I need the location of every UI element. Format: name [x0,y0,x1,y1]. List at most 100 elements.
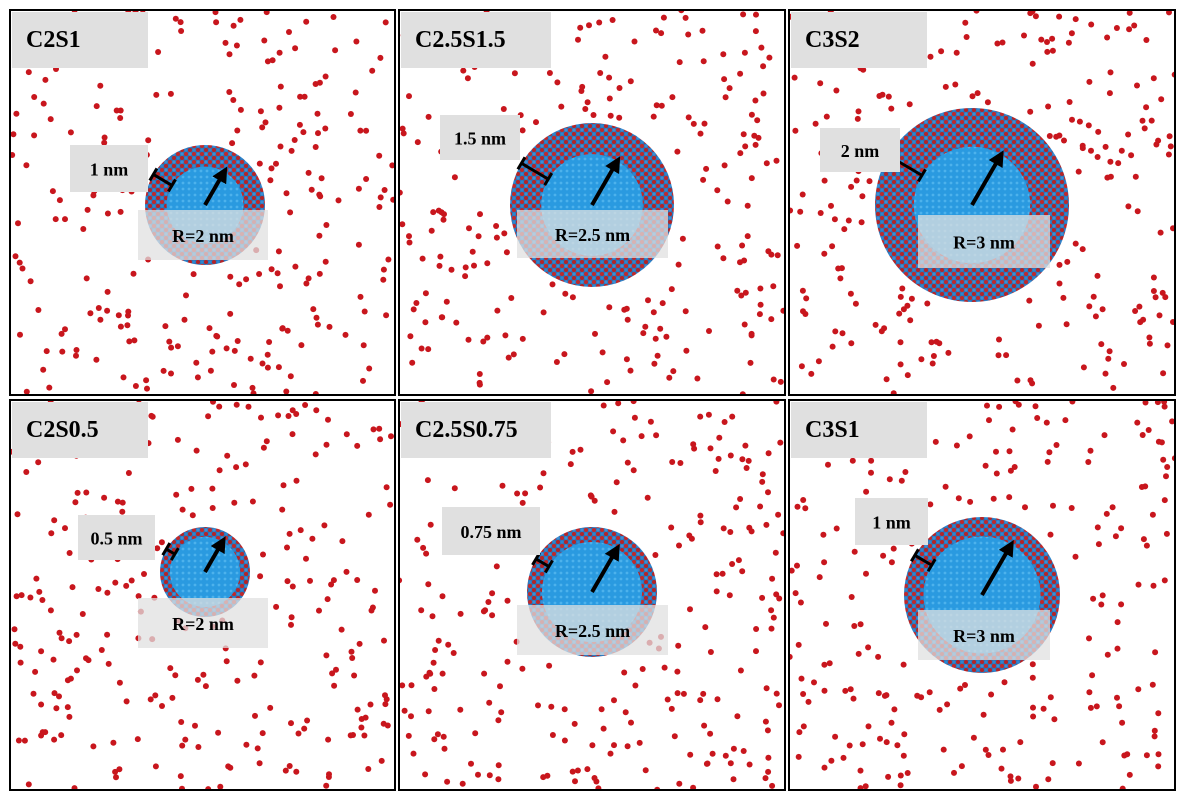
ion [645,297,651,304]
ion [302,402,309,408]
ion [207,367,214,374]
ion [789,567,795,574]
ion [174,343,181,350]
ion [993,448,999,455]
ion [519,665,526,672]
ion [418,345,425,352]
ion [863,488,870,495]
ion [85,657,92,664]
ion [734,713,741,720]
ion [661,664,668,671]
ion [495,762,502,769]
ion [759,478,766,485]
ion [1157,229,1164,236]
ion [730,776,737,783]
ion [1126,26,1133,33]
ion [872,321,879,328]
ion [1049,35,1056,42]
ion [73,631,80,638]
ion [74,667,80,674]
ion [93,356,100,363]
ion [897,361,904,368]
ion [769,575,776,582]
ion [620,437,627,444]
ion [333,666,339,673]
radius-label-box [138,598,268,648]
ion [682,14,689,21]
ion [894,742,901,749]
ion [707,649,714,655]
ion [1022,504,1028,511]
ion [338,626,345,633]
ion [734,287,741,294]
ion [389,162,395,169]
ion [701,120,708,127]
panel-name-box [791,402,927,458]
ion [438,314,445,321]
ion [670,368,677,375]
ion [582,106,589,112]
ion [1143,104,1150,111]
ion [448,266,455,273]
ion [1099,739,1106,746]
ion [604,379,611,386]
ion [144,385,150,392]
ion [1138,484,1145,490]
ion [1007,467,1014,474]
ion [595,785,602,790]
ion [1150,75,1157,82]
ion [899,285,906,292]
ion [119,499,126,506]
ion [1072,553,1079,560]
ion [277,283,283,290]
ion [216,467,223,474]
ion [484,260,491,267]
ion [719,570,726,577]
ion [514,490,521,497]
ion [982,746,989,753]
ion [216,403,223,410]
ion [1149,681,1156,688]
ion [405,732,412,739]
ion [687,606,693,613]
ion [897,293,904,300]
ion [918,356,925,363]
ion [748,111,755,118]
ion [765,754,772,761]
ion [301,93,308,100]
ion [365,511,372,518]
ion [273,160,279,167]
ion [668,286,675,293]
ion [252,712,258,719]
ion [401,707,408,714]
ion [789,207,794,214]
ion [597,70,604,76]
ion [1072,16,1079,23]
ion [168,344,175,351]
ion [842,687,849,694]
ion [558,103,565,110]
ion [1046,133,1053,139]
ion [181,316,188,323]
ion [652,335,659,342]
ion [798,675,805,682]
ion [883,739,890,746]
ion [1134,208,1141,215]
ion [676,780,683,787]
ion [762,775,769,782]
ion [288,621,294,628]
ion [1072,240,1079,247]
ion [820,531,827,538]
ion [914,692,921,699]
ion [897,782,904,789]
ion [13,110,20,117]
ion [1149,511,1156,518]
ion [697,512,704,519]
ion [117,323,124,330]
ion [849,457,856,464]
ion [382,701,389,708]
ion [493,223,500,229]
ion [472,730,479,737]
ion [500,106,507,112]
